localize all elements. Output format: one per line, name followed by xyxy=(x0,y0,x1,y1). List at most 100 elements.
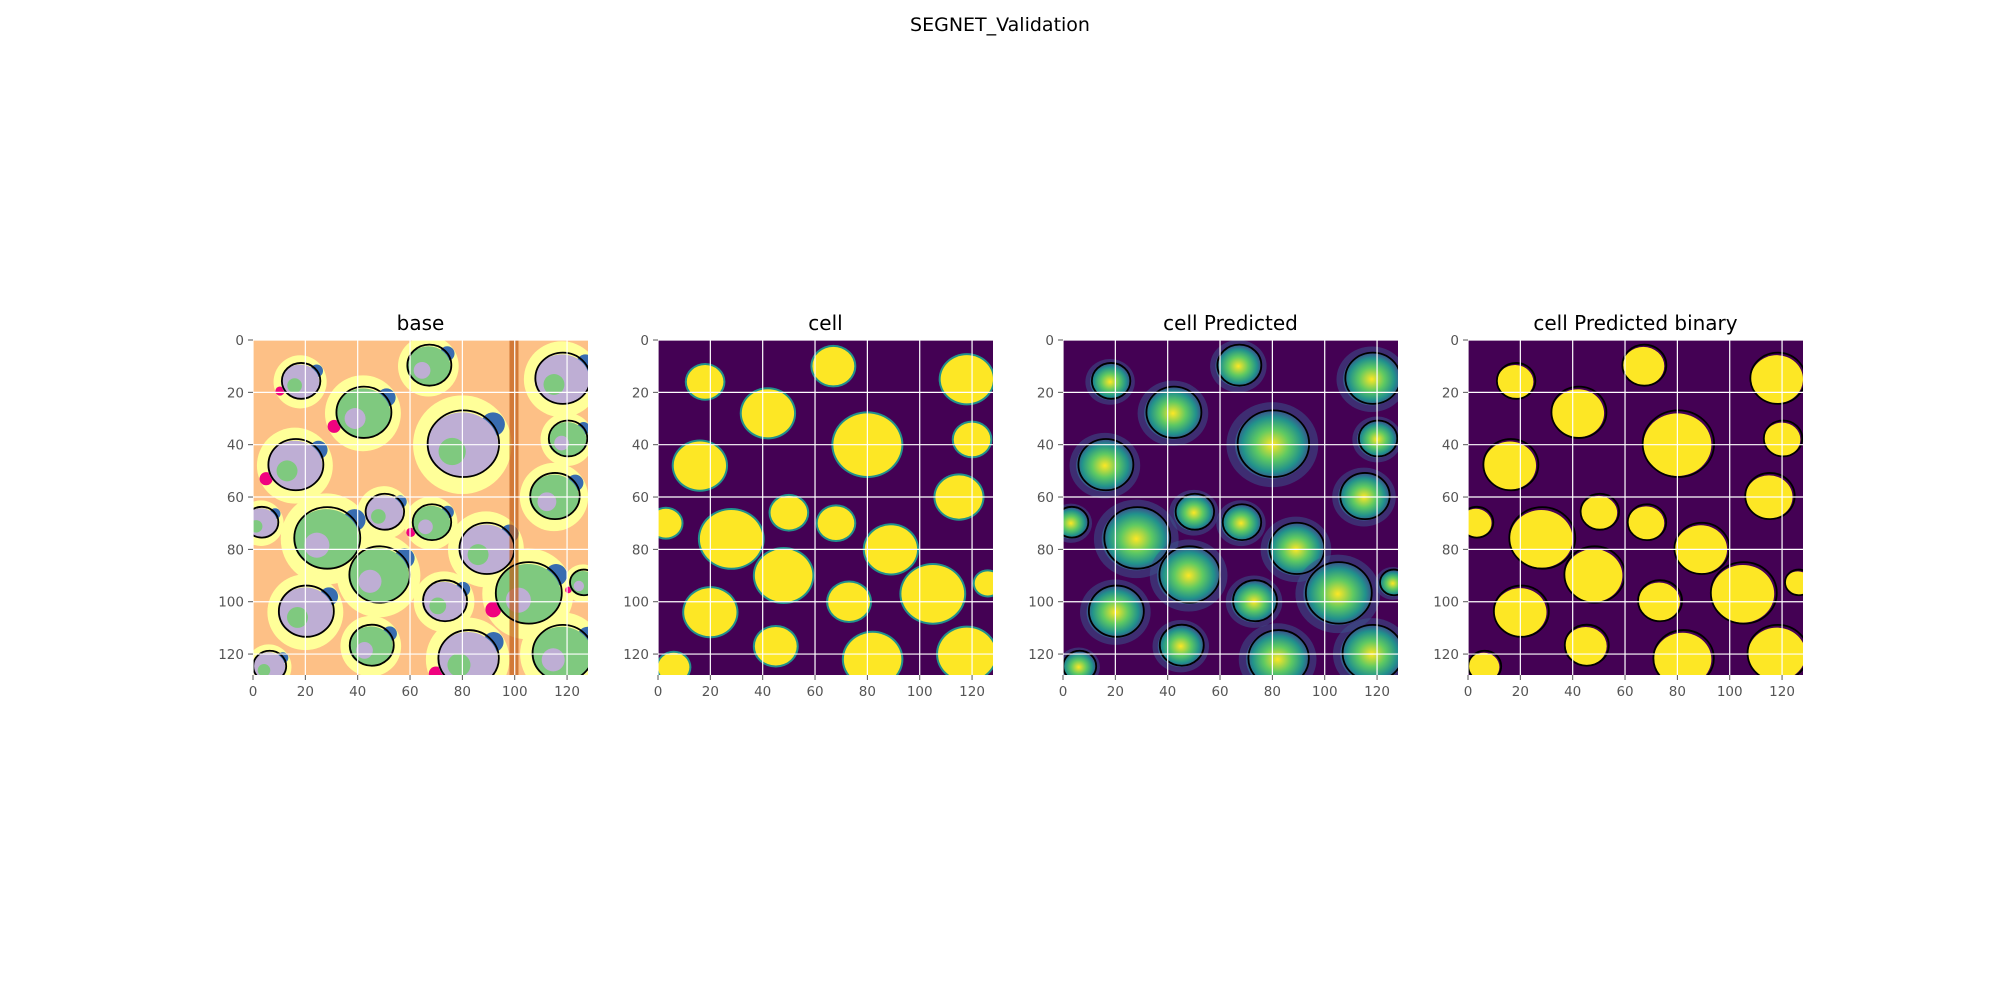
x-tick-label: 100 xyxy=(1717,684,1743,700)
cell-inner xyxy=(371,509,386,524)
cell-blob xyxy=(1468,508,1492,538)
contour-line xyxy=(280,362,322,400)
y-tick-label: 40 xyxy=(227,438,244,454)
cell-blob xyxy=(1076,439,1134,492)
x-tick-label: 20 xyxy=(1512,684,1529,700)
cell-inner xyxy=(356,642,373,659)
panel-title: cell Predicted xyxy=(1163,311,1298,335)
x-tick-label: 120 xyxy=(1769,684,1795,700)
cell-blob xyxy=(1564,626,1607,666)
panel-1: 0 20 40 60 80 100 120 0 20 40 60 80 100 120 cell xyxy=(623,311,993,700)
y-tick-label: 80 xyxy=(1037,542,1054,558)
contour-line xyxy=(569,568,588,597)
image-0 xyxy=(253,340,599,675)
y-tick-label: 0 xyxy=(640,333,649,349)
cell-blob xyxy=(1303,562,1373,626)
contour-line xyxy=(335,385,393,439)
cell-blob xyxy=(699,510,763,568)
x-tick-label: 0 xyxy=(654,684,663,700)
y-tick-label: 100 xyxy=(623,595,649,611)
contour-line xyxy=(1077,438,1135,492)
x-tick-label: 80 xyxy=(1264,684,1281,700)
x-tick-label: 80 xyxy=(454,684,471,700)
y-tick-label: 60 xyxy=(227,490,244,506)
contour-line xyxy=(1087,584,1145,638)
x-tick-label: 40 xyxy=(349,684,366,700)
blue-mark xyxy=(590,571,599,580)
x-tick-label: 40 xyxy=(1159,684,1176,700)
y-tick-label: 20 xyxy=(632,385,649,401)
contour-line xyxy=(277,584,335,638)
cell-blob xyxy=(1157,625,1204,668)
cell-blob xyxy=(1622,346,1665,386)
contour-line xyxy=(1174,492,1215,531)
cell-blob xyxy=(1627,506,1665,541)
contour-line xyxy=(1339,472,1391,521)
cell-inner xyxy=(467,544,489,566)
contour-line xyxy=(253,505,280,539)
contour-line xyxy=(348,623,395,667)
contour-line xyxy=(1090,362,1132,400)
contour-line xyxy=(1550,385,1608,439)
contour-line xyxy=(1492,584,1550,638)
contour-line xyxy=(1216,343,1263,387)
cell-blob xyxy=(1063,651,1096,675)
contour-line xyxy=(1762,419,1803,458)
y-tick-label: 120 xyxy=(218,647,244,663)
contour-line xyxy=(293,506,362,570)
magenta-mark xyxy=(485,601,502,618)
x-tick-label: 60 xyxy=(806,684,823,700)
contour-line xyxy=(1749,351,1803,405)
panels: 0 20 40 60 80 100 120 0 20 40 60 80 100 120 base 0 20 40 6… xyxy=(218,311,1803,700)
cell-blob xyxy=(1089,363,1131,401)
magenta-mark xyxy=(259,472,273,486)
contour-line xyxy=(364,492,405,531)
cell-blob xyxy=(1156,546,1221,605)
contour-line xyxy=(1508,506,1577,570)
cell-inner xyxy=(573,580,585,592)
image-3 xyxy=(1468,340,1803,675)
y-tick-label: 100 xyxy=(1433,595,1459,611)
panel-0: 0 20 40 60 80 100 120 0 20 40 60 80 100 120 base xyxy=(218,311,599,700)
y-tick-label: 60 xyxy=(632,490,649,506)
x-tick-label: 20 xyxy=(297,684,314,700)
x-tick-label: 20 xyxy=(1107,684,1124,700)
contour-line xyxy=(1304,561,1373,625)
contour-line xyxy=(267,438,325,492)
x-tick-label: 100 xyxy=(907,684,933,700)
x-tick-label: 40 xyxy=(754,684,771,700)
contour-line xyxy=(1709,561,1778,625)
y-tick-label: 40 xyxy=(1037,438,1054,454)
x-tick-label: 60 xyxy=(1616,684,1633,700)
cell-blob xyxy=(686,365,724,399)
contour-line xyxy=(1379,568,1398,597)
cell-blob xyxy=(658,652,690,675)
cell-inner xyxy=(276,460,298,482)
cell-inner xyxy=(537,492,557,512)
cell-inner xyxy=(257,664,271,675)
y-tick-label: 20 xyxy=(1037,385,1054,401)
y-tick-label: 60 xyxy=(1037,490,1054,506)
cell-inner xyxy=(447,653,471,675)
cell-blob xyxy=(940,355,993,404)
cell-blob xyxy=(938,627,993,675)
y-tick-label: 40 xyxy=(1442,438,1459,454)
contour-line xyxy=(1579,492,1620,531)
y-tick-label: 80 xyxy=(1442,542,1459,558)
contour-line xyxy=(1784,568,1803,597)
cell-blob xyxy=(901,564,965,623)
cell-blob xyxy=(1063,507,1089,539)
figure-title: SEGNET_Validation xyxy=(910,14,1090,36)
y-tick-label: 40 xyxy=(632,438,649,454)
x-tick-label: 60 xyxy=(1211,684,1228,700)
y-tick-label: 80 xyxy=(632,542,649,558)
contour-line xyxy=(1232,579,1278,623)
y-tick-label: 120 xyxy=(1028,647,1054,663)
y-tick-label: 120 xyxy=(1433,647,1459,663)
contour-line xyxy=(1563,623,1610,667)
cell-blob xyxy=(1564,549,1623,603)
cell-blob xyxy=(1496,365,1534,399)
contour-line xyxy=(1637,579,1683,623)
cell-blob xyxy=(1551,389,1605,438)
contour-line xyxy=(1641,409,1715,478)
